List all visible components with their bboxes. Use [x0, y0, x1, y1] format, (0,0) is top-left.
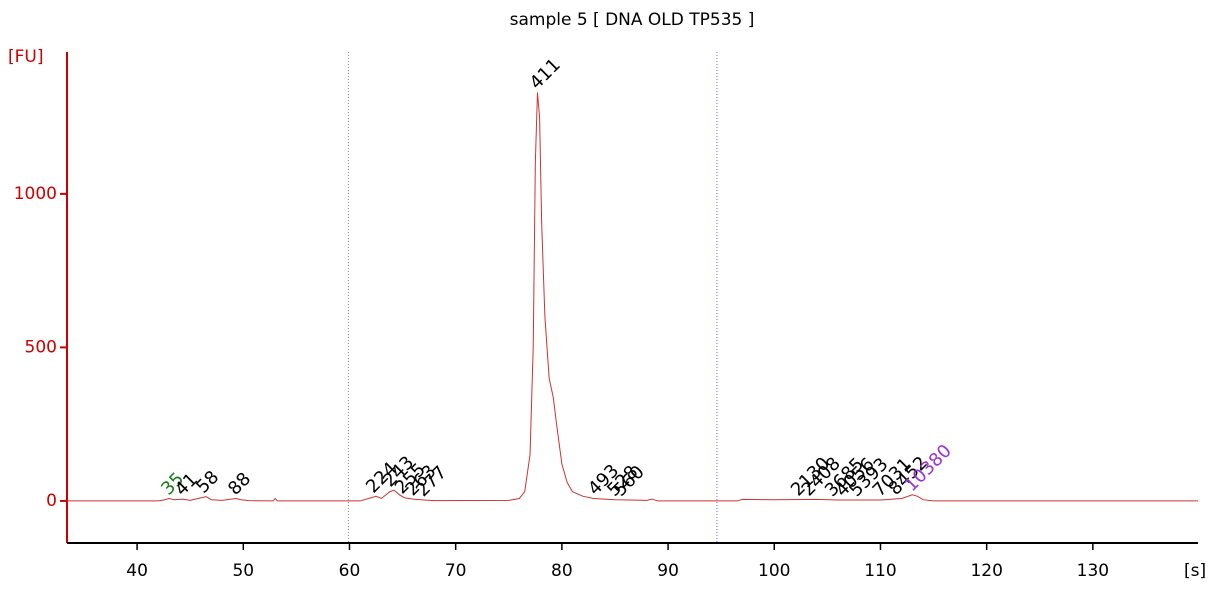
peak-label: 88 [224, 468, 255, 499]
y-axis-label: [FU] [8, 47, 44, 67]
x-tick-label: 100 [758, 561, 790, 581]
trace [67, 92, 1198, 502]
peak-label: 411 [526, 54, 565, 93]
peak-label: 58 [192, 467, 223, 498]
chart-title: sample 5 [ DNA OLD TP535 ] [510, 10, 755, 30]
x-tick-label: 120 [970, 561, 1002, 581]
x-tick-label: 130 [1077, 561, 1109, 581]
x-tick-label: 50 [232, 561, 254, 581]
y-tick-label: 1000 [14, 184, 57, 204]
x-tick-label: 70 [445, 561, 467, 581]
y-tick-label: 500 [25, 337, 57, 357]
y-tick-label: 0 [46, 491, 57, 511]
x-axis-label: [s] [1184, 561, 1206, 581]
x-tick-label: 110 [864, 561, 896, 581]
x-tick-label: 60 [339, 561, 361, 581]
x-tick-label: 90 [657, 561, 679, 581]
x-tick-label: 40 [126, 561, 148, 581]
x-tick-label: 80 [551, 561, 573, 581]
